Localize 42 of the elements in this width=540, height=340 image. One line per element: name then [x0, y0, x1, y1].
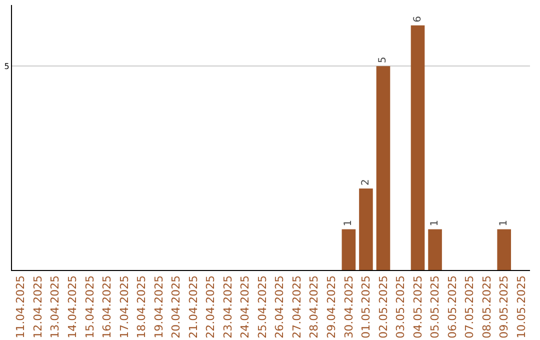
x-tick-label: 05.05.2025: [428, 275, 442, 338]
bar: [497, 229, 512, 270]
x-tick-label: 19.04.2025: [152, 275, 166, 338]
bar: [342, 229, 356, 270]
data-label: 1: [430, 220, 441, 226]
x-tick-label: 04.05.2025: [411, 275, 424, 338]
x-tick-label: 07.05.2025: [463, 275, 476, 338]
x-tick-label: 18.04.2025: [135, 275, 148, 338]
x-tick-label: 16.04.2025: [100, 275, 114, 338]
x-tick-label: 28.04.2025: [308, 275, 321, 338]
data-label: 5: [378, 56, 389, 64]
x-tick-label: 09.05.2025: [498, 275, 511, 338]
data-label: 1: [498, 220, 510, 226]
x-tick-label: 26.04.2025: [273, 275, 286, 338]
x-tick-label: 10.05.2025: [514, 275, 528, 338]
x-tick-label: 21.04.2025: [186, 275, 200, 338]
x-tick-label: 11.04.2025: [14, 275, 28, 338]
x-tick-label: 20.04.2025: [170, 275, 183, 338]
x-tick-label: 02.05.2025: [376, 275, 390, 338]
x-tick-label: 25.04.2025: [256, 275, 269, 338]
bar: [410, 25, 425, 270]
x-tick-label: 17.04.2025: [118, 275, 131, 338]
x-tick-label: 15.04.2025: [83, 275, 96, 338]
x-tick-label: 06.05.2025: [446, 275, 459, 338]
x-tick-label: 08.05.2025: [480, 275, 494, 338]
x-tick-label: 29.04.2025: [325, 275, 338, 338]
data-label: 6: [412, 16, 424, 22]
x-tick-label: 23.04.2025: [221, 275, 234, 338]
x-tick-label: 03.05.2025: [394, 275, 408, 338]
x-tick-label: 30.04.2025: [342, 275, 356, 338]
x-tick-label: 01.05.2025: [360, 275, 373, 338]
x-tick-label: 12.04.2025: [31, 275, 44, 338]
x-tick-label: 22.04.2025: [204, 275, 218, 338]
data-label: 2: [360, 179, 372, 186]
x-tick-label: 13.04.2025: [48, 275, 62, 338]
x-tick-label: 27.04.2025: [290, 275, 304, 338]
bar: [376, 66, 390, 270]
bar: [359, 188, 373, 270]
bar: [428, 229, 442, 270]
x-tick-label: 14.04.2025: [66, 275, 80, 338]
data-label: 1: [343, 220, 354, 226]
x-tick-label: 24.04.2025: [238, 275, 252, 338]
